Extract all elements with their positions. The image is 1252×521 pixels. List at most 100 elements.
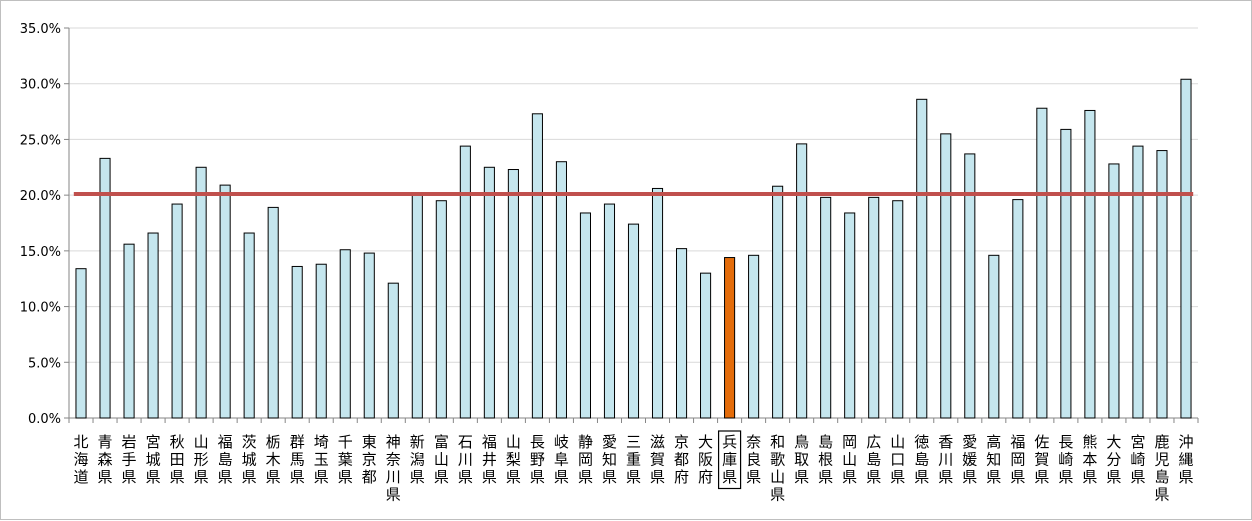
bar xyxy=(411,193,423,419)
bar xyxy=(435,200,447,419)
bar xyxy=(748,254,760,419)
bar xyxy=(1132,145,1144,419)
bar xyxy=(603,203,616,419)
category-label: 岩手県 xyxy=(122,433,137,486)
bar xyxy=(1060,128,1072,419)
category-label: 三重県 xyxy=(626,433,641,486)
category-label: 福井県 xyxy=(482,433,497,486)
category-label: 神奈川県 xyxy=(386,433,401,504)
category-label: 滋賀県 xyxy=(650,433,665,486)
bar xyxy=(1180,78,1192,419)
category-label: 山梨県 xyxy=(506,433,521,486)
category-label: 愛媛県 xyxy=(962,433,977,486)
category-label: 宮城県 xyxy=(146,433,161,486)
y-tick-label: 0.0% xyxy=(28,412,61,427)
category-label: 愛知県 xyxy=(602,433,617,486)
bar xyxy=(339,249,351,419)
category-label: 東京都 xyxy=(362,433,377,486)
category-label: 秋田県 xyxy=(170,433,185,486)
category-label: 埼玉県 xyxy=(314,433,329,486)
category-label: 鹿児島県 xyxy=(1154,433,1169,504)
bar xyxy=(363,252,375,419)
category-label: 長崎県 xyxy=(1058,433,1073,486)
bar xyxy=(123,243,135,419)
category-label: 岐阜県 xyxy=(554,433,569,486)
category-label: 北海道 xyxy=(74,433,89,486)
y-tick-label: 20.0% xyxy=(20,189,61,204)
category-label: 福島県 xyxy=(218,433,233,486)
y-tick-label: 5.0% xyxy=(28,356,61,371)
y-tick-label: 25.0% xyxy=(20,133,61,148)
category-label: 茨城県 xyxy=(242,433,257,486)
category-label: 島根県 xyxy=(818,433,833,486)
category-label: 長野県 xyxy=(530,433,545,486)
category-label: 栃木県 xyxy=(266,433,281,486)
category-label: 富山県 xyxy=(434,433,449,486)
bar xyxy=(291,265,303,419)
bar xyxy=(892,200,904,419)
bar xyxy=(99,157,111,419)
bar xyxy=(387,282,399,419)
bar xyxy=(171,203,183,419)
bar xyxy=(1036,107,1048,419)
bar xyxy=(147,232,159,419)
category-label: 高知県 xyxy=(986,433,1001,486)
y-tick-label: 30.0% xyxy=(20,78,61,93)
category-label: 香川県 xyxy=(938,433,953,486)
bar xyxy=(675,248,688,419)
category-label: 大分県 xyxy=(1106,433,1121,486)
category-label: 京都府 xyxy=(674,433,689,486)
bar xyxy=(195,166,207,419)
y-tick-label: 35.0% xyxy=(20,22,61,37)
category-label: 福岡県 xyxy=(1010,433,1025,486)
bar xyxy=(868,196,880,419)
bar xyxy=(844,212,856,419)
bar xyxy=(796,143,808,419)
category-label: 群馬県 xyxy=(290,433,305,486)
bar xyxy=(940,133,952,419)
category-label: 佐賀県 xyxy=(1034,433,1049,486)
bar xyxy=(483,166,495,419)
bar xyxy=(1084,109,1096,419)
category-label: 青森県 xyxy=(98,433,113,486)
bar xyxy=(651,187,664,419)
bar xyxy=(555,161,567,419)
category-label: 徳島県 xyxy=(914,433,929,486)
bar xyxy=(1108,163,1120,419)
bar xyxy=(267,206,279,419)
category-label: 和歌山県 xyxy=(770,433,785,504)
bar xyxy=(507,169,519,419)
y-tick-label: 15.0% xyxy=(20,245,61,260)
bar-highlight xyxy=(724,257,736,419)
bar xyxy=(964,153,976,419)
category-label: 石川県 xyxy=(458,433,473,486)
y-tick-label: 10.0% xyxy=(20,301,61,316)
bar xyxy=(772,185,784,419)
category-label: 山口県 xyxy=(890,433,905,486)
bar xyxy=(988,254,1000,419)
category-label: 沖縄県 xyxy=(1178,433,1193,486)
bar xyxy=(243,232,255,419)
category-label: 山形県 xyxy=(194,433,209,486)
category-label: 兵庫県 xyxy=(722,433,737,486)
bar xyxy=(700,272,712,419)
bar xyxy=(219,184,231,419)
bar xyxy=(75,268,87,419)
bar xyxy=(1156,150,1168,419)
category-label: 静岡県 xyxy=(578,433,593,486)
category-label: 千葉県 xyxy=(338,433,353,486)
category-label: 広島県 xyxy=(866,433,881,486)
bar xyxy=(531,113,543,419)
bar xyxy=(916,98,928,419)
bar xyxy=(459,145,471,419)
bar xyxy=(579,212,592,419)
category-label: 宮崎県 xyxy=(1130,433,1145,486)
category-label: 岡山県 xyxy=(842,433,857,486)
bar xyxy=(315,263,327,419)
bar xyxy=(1012,199,1024,419)
bar xyxy=(820,196,832,419)
category-label: 大阪府 xyxy=(698,433,713,486)
bar xyxy=(627,223,640,419)
